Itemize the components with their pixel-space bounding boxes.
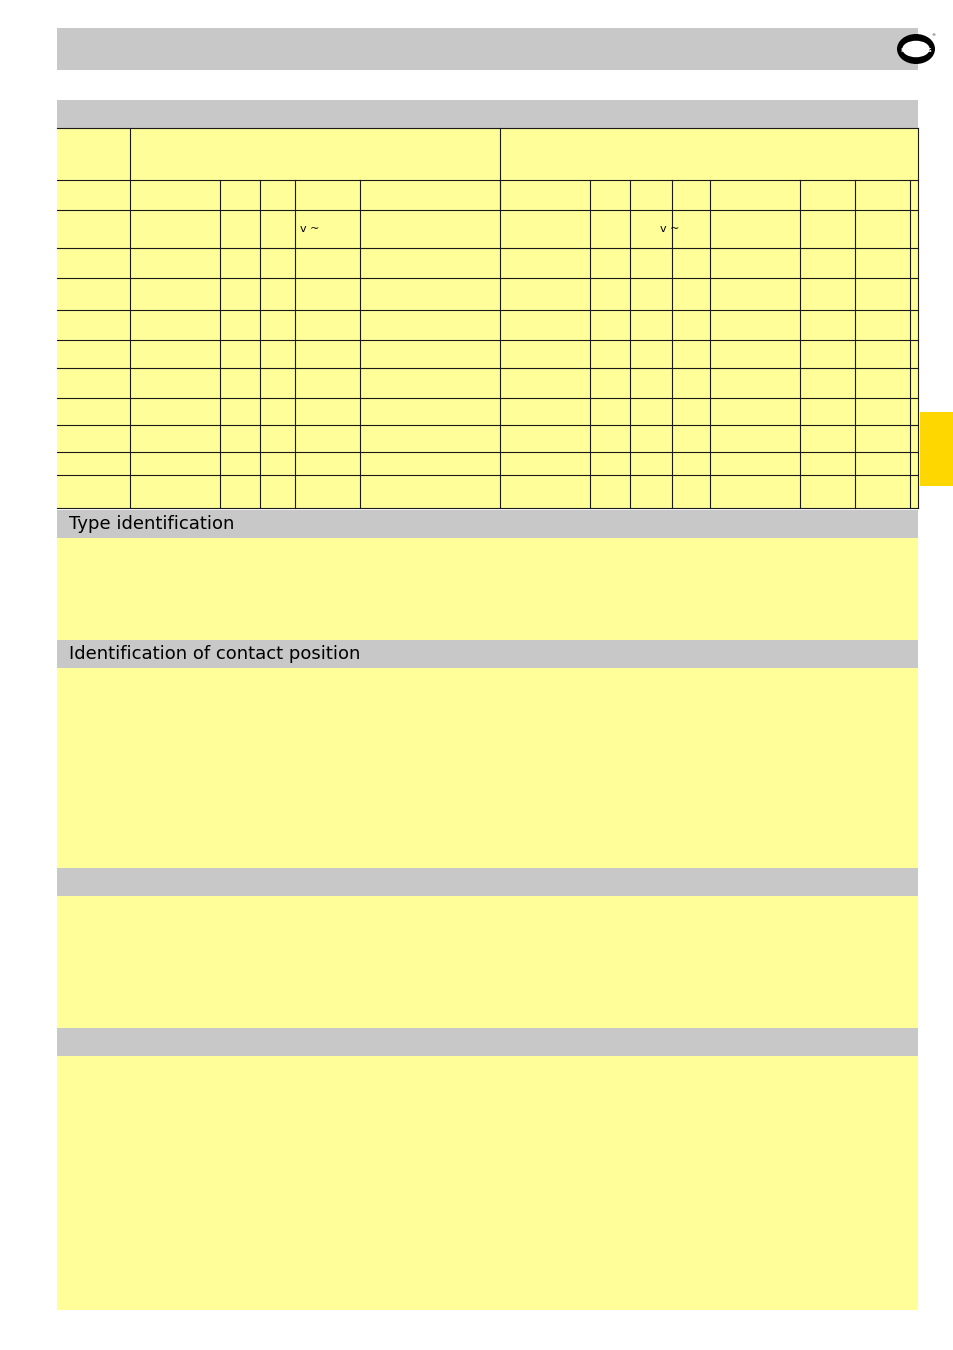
Bar <box>57 510 917 539</box>
Bar <box>57 868 917 896</box>
Bar <box>57 100 917 128</box>
Ellipse shape <box>896 34 934 63</box>
Bar <box>57 128 917 508</box>
Text: v ~: v ~ <box>300 224 319 234</box>
Text: Type identification: Type identification <box>69 514 234 533</box>
Ellipse shape <box>902 40 929 57</box>
Text: HARTING: HARTING <box>900 47 931 53</box>
Bar <box>57 668 917 868</box>
Bar <box>57 640 917 668</box>
Text: Identification of contact position: Identification of contact position <box>69 645 360 663</box>
Bar <box>57 539 917 640</box>
Bar <box>57 1056 917 1310</box>
Bar <box>57 896 917 1027</box>
Text: v ~: v ~ <box>659 224 679 234</box>
Bar <box>919 412 953 486</box>
Bar <box>57 1027 917 1056</box>
Bar <box>57 28 917 70</box>
Text: ®: ® <box>930 32 934 36</box>
